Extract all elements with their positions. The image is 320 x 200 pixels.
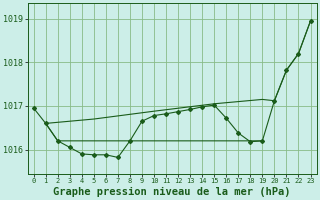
X-axis label: Graphe pression niveau de la mer (hPa): Graphe pression niveau de la mer (hPa) xyxy=(53,186,291,197)
